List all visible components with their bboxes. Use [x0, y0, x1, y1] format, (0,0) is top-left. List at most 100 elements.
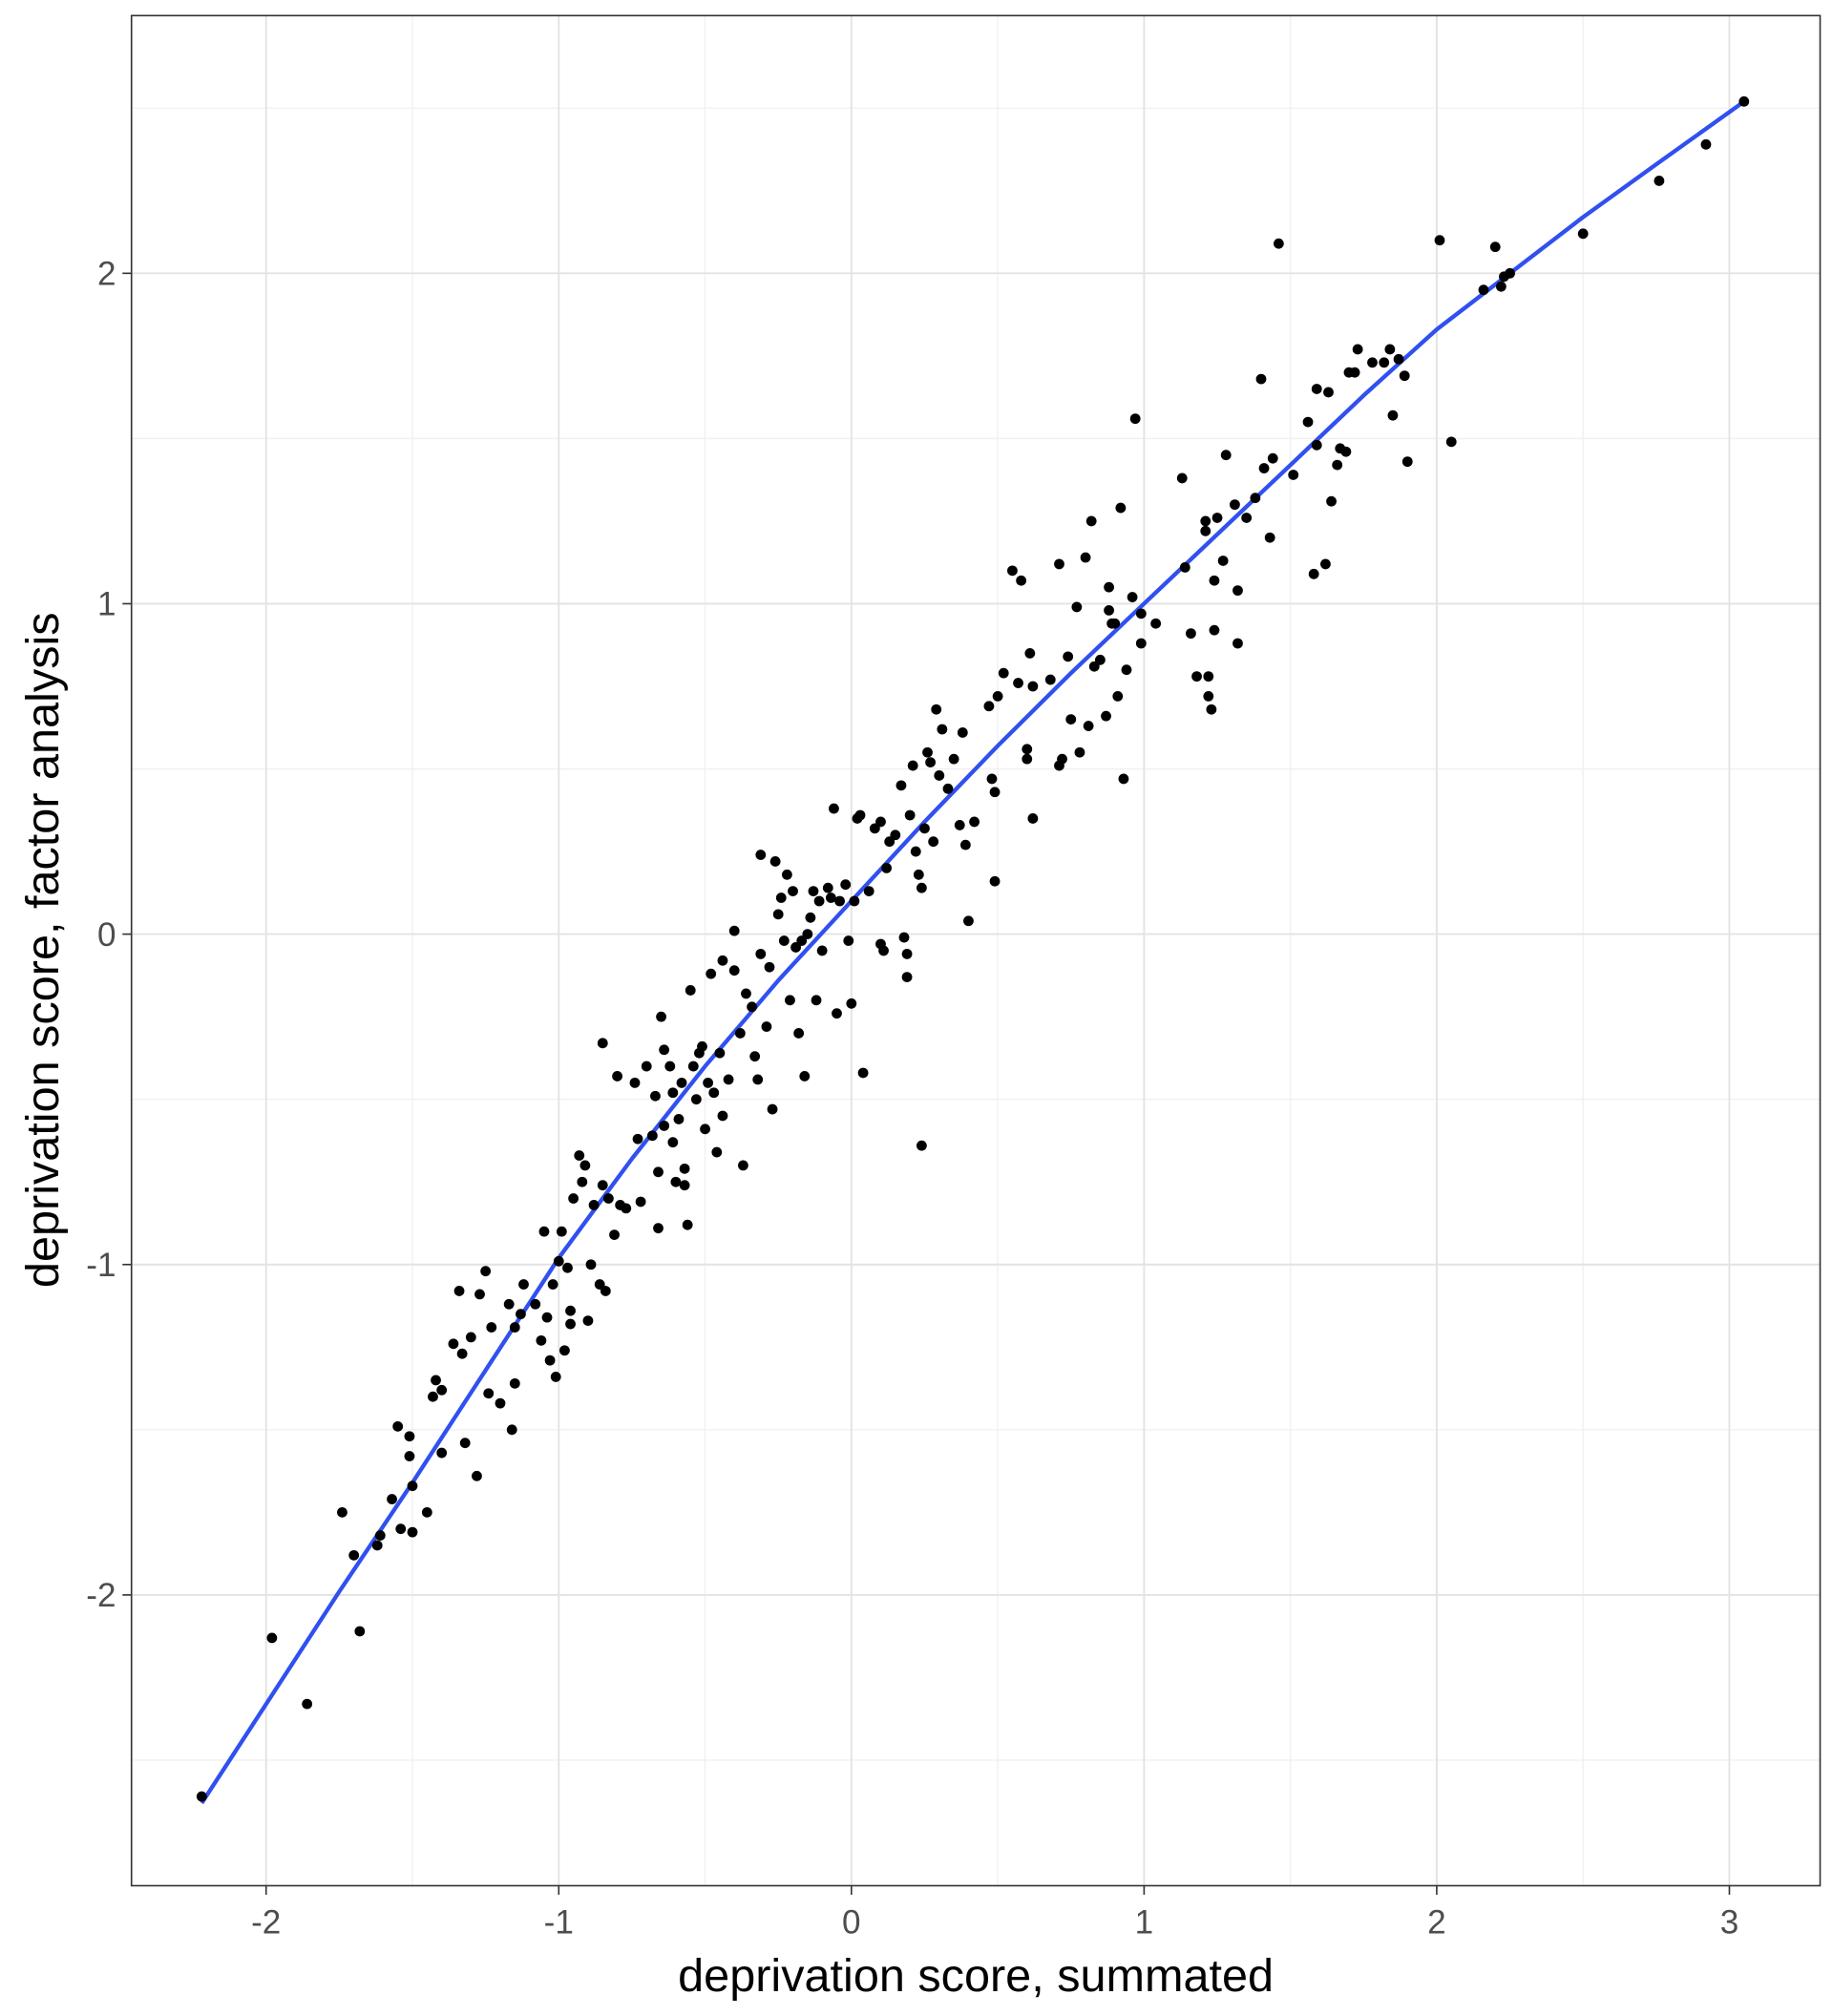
data-point: [1057, 753, 1067, 765]
data-point: [700, 1124, 710, 1135]
data-point: [1401, 456, 1413, 468]
data-point: [805, 912, 816, 923]
data-point: [1121, 664, 1132, 676]
data-point: [472, 1470, 482, 1481]
data-point: [646, 1130, 658, 1142]
data-point: [1200, 525, 1211, 536]
data-point: [989, 787, 1001, 798]
data-point: [796, 935, 808, 946]
data-point: [1027, 681, 1039, 692]
data-point: [714, 1047, 726, 1059]
data-point: [1129, 413, 1141, 425]
data-point: [925, 757, 936, 768]
data-point: [1022, 753, 1033, 765]
data-point: [1016, 575, 1027, 586]
data-point: [1387, 410, 1399, 421]
data-point: [1311, 384, 1322, 394]
data-point: [421, 1506, 432, 1518]
data-point: [1186, 628, 1196, 640]
data-point: [1115, 502, 1127, 514]
data-point: [785, 995, 795, 1006]
data-point: [673, 1114, 685, 1124]
data-point: [685, 985, 696, 996]
data-point: [659, 1120, 670, 1131]
data-point: [676, 1077, 687, 1088]
data-point: [898, 932, 910, 943]
data-point: [875, 816, 886, 828]
data-point: [474, 1289, 485, 1300]
data-point: [1150, 618, 1162, 629]
data-point: [1505, 267, 1515, 279]
data-point: [509, 1377, 520, 1389]
data-point: [387, 1494, 397, 1504]
data-point: [843, 935, 854, 946]
data-point: [612, 1071, 622, 1082]
data-point: [1109, 618, 1121, 629]
data-point: [959, 839, 971, 850]
data-point: [436, 1384, 448, 1396]
data-point: [1063, 651, 1074, 662]
data-point: [878, 945, 889, 956]
data-point: [1489, 242, 1501, 253]
data-point: [989, 875, 1001, 887]
data-point: [1024, 647, 1036, 659]
x-axis: -2 -1 0 1 2 3: [251, 1885, 1738, 1941]
data-point: [354, 1626, 366, 1637]
data-point: [986, 773, 998, 785]
data-point: [1022, 744, 1033, 755]
data-point: [1332, 459, 1343, 471]
data-point: [723, 1074, 734, 1085]
data-point: [928, 836, 939, 848]
data-point: [659, 1044, 670, 1056]
data-point: [600, 1286, 611, 1296]
data-point: [536, 1334, 547, 1346]
data-point: [404, 1431, 415, 1442]
data-point: [778, 935, 790, 946]
y-tick-label: 1: [97, 586, 116, 623]
data-point: [1478, 284, 1489, 296]
data-point: [1027, 813, 1039, 824]
data-point: [374, 1530, 386, 1541]
data-point: [1211, 513, 1223, 523]
data-point: [653, 1166, 664, 1178]
data-point: [597, 1038, 608, 1049]
data-point: [1104, 604, 1114, 616]
data-point: [890, 830, 901, 841]
data-point: [459, 1438, 471, 1449]
data-point: [922, 746, 933, 758]
data-point: [550, 1372, 561, 1382]
data-point: [1352, 344, 1363, 355]
data-point: [881, 862, 893, 873]
data-point: [734, 1028, 746, 1039]
data-point: [667, 1087, 679, 1099]
data-point: [556, 1226, 567, 1237]
data-point: [486, 1322, 497, 1333]
data-point: [1367, 357, 1378, 368]
data-point: [772, 909, 784, 920]
data-point: [371, 1540, 383, 1551]
data-point: [1349, 367, 1360, 378]
y-tick-label: -2: [86, 1577, 116, 1614]
data-point: [895, 780, 907, 791]
data-point: [1255, 373, 1267, 385]
data-point: [431, 1375, 441, 1386]
data-point: [1112, 690, 1124, 702]
data-point: [629, 1077, 641, 1088]
data-point: [741, 988, 751, 999]
data-point: [544, 1354, 556, 1366]
data-point: [670, 1176, 682, 1187]
data-point: [577, 1176, 588, 1187]
data-point: [679, 1163, 690, 1174]
data-point: [829, 803, 839, 814]
data-point: [916, 1140, 927, 1151]
data-point: [565, 1318, 576, 1330]
data-point: [749, 1051, 761, 1062]
data-point: [404, 1451, 415, 1461]
data-point: [728, 965, 740, 976]
data-point: [1738, 95, 1750, 107]
data-point: [480, 1266, 492, 1277]
data-point: [769, 856, 781, 867]
data-point: [761, 1021, 772, 1032]
data-point: [392, 1420, 404, 1432]
data-point: [1135, 608, 1147, 620]
